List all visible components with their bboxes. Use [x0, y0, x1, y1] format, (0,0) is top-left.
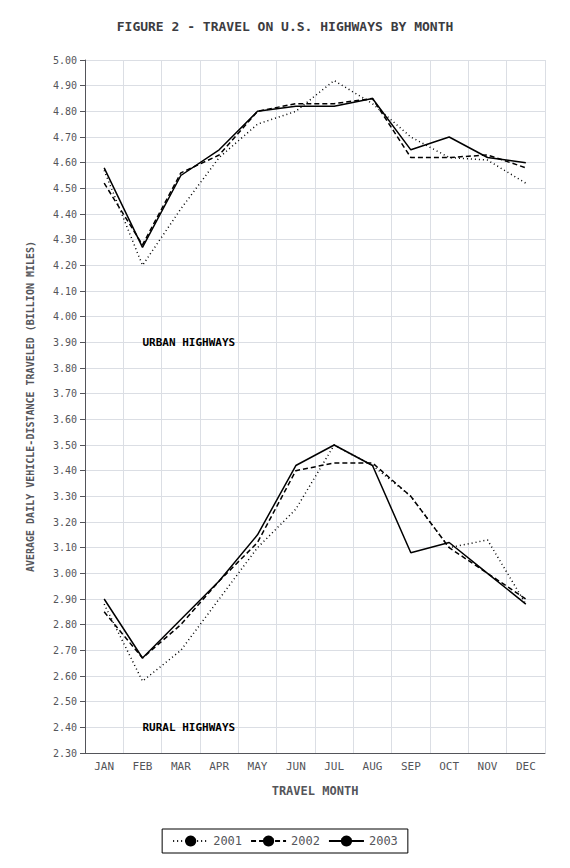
- svg-text:JUL: JUL: [324, 760, 344, 773]
- svg-text:3.20: 3.20: [53, 517, 77, 528]
- svg-text:4.70: 4.70: [53, 132, 77, 143]
- svg-text:3.90: 3.90: [53, 337, 77, 348]
- svg-text:FEB: FEB: [133, 760, 153, 773]
- svg-text:3.80: 3.80: [53, 363, 77, 374]
- svg-text:3.10: 3.10: [53, 542, 77, 553]
- svg-text:3.60: 3.60: [53, 414, 77, 425]
- svg-text:4.10: 4.10: [53, 286, 77, 297]
- svg-text:3.50: 3.50: [53, 440, 77, 451]
- svg-text:2003: 2003: [369, 834, 398, 848]
- svg-text:2.70: 2.70: [53, 645, 77, 656]
- svg-text:5.00: 5.00: [53, 55, 77, 66]
- svg-text:4.00: 4.00: [53, 311, 77, 322]
- svg-text:OCT: OCT: [439, 760, 459, 773]
- svg-text:4.80: 4.80: [53, 106, 77, 117]
- svg-text:2.40: 2.40: [53, 722, 77, 733]
- svg-text:2.60: 2.60: [53, 671, 77, 682]
- svg-text:2.90: 2.90: [53, 594, 77, 605]
- svg-text:NOV: NOV: [478, 760, 498, 773]
- svg-text:DEC: DEC: [516, 760, 536, 773]
- svg-text:AUG: AUG: [363, 760, 383, 773]
- svg-text:AVERAGE DAILY VEHICLE-DISTANCE: AVERAGE DAILY VEHICLE-DISTANCE TRAVELED …: [25, 241, 36, 572]
- svg-text:2.50: 2.50: [53, 696, 77, 707]
- svg-text:2002: 2002: [291, 834, 320, 848]
- svg-text:APR: APR: [209, 760, 229, 773]
- svg-text:MAY: MAY: [248, 760, 268, 773]
- svg-text:2.30: 2.30: [53, 748, 77, 759]
- svg-text:4.30: 4.30: [53, 234, 77, 245]
- svg-text:3.40: 3.40: [53, 465, 77, 476]
- svg-text:FIGURE 2 - TRAVEL ON U.S. HIGH: FIGURE 2 - TRAVEL ON U.S. HIGHWAYS BY MO…: [117, 19, 454, 34]
- svg-text:JUN: JUN: [286, 760, 306, 773]
- svg-text:2001: 2001: [213, 834, 242, 848]
- svg-text:4.90: 4.90: [53, 80, 77, 91]
- svg-text:4.40: 4.40: [53, 209, 77, 220]
- svg-text:SEP: SEP: [401, 760, 421, 773]
- svg-text:URBAN HIGHWAYS: URBAN HIGHWAYS: [143, 336, 236, 349]
- svg-text:MAR: MAR: [171, 760, 191, 773]
- svg-text:4.60: 4.60: [53, 157, 77, 168]
- svg-text:4.20: 4.20: [53, 260, 77, 271]
- svg-text:JAN: JAN: [94, 760, 114, 773]
- svg-text:3.70: 3.70: [53, 388, 77, 399]
- svg-text:4.50: 4.50: [53, 183, 77, 194]
- svg-text:3.00: 3.00: [53, 568, 77, 579]
- svg-text:RURAL HIGHWAYS: RURAL HIGHWAYS: [143, 721, 236, 734]
- svg-text:TRAVEL MONTH: TRAVEL MONTH: [272, 784, 359, 798]
- svg-text:2.80: 2.80: [53, 619, 77, 630]
- svg-text:3.30: 3.30: [53, 491, 77, 502]
